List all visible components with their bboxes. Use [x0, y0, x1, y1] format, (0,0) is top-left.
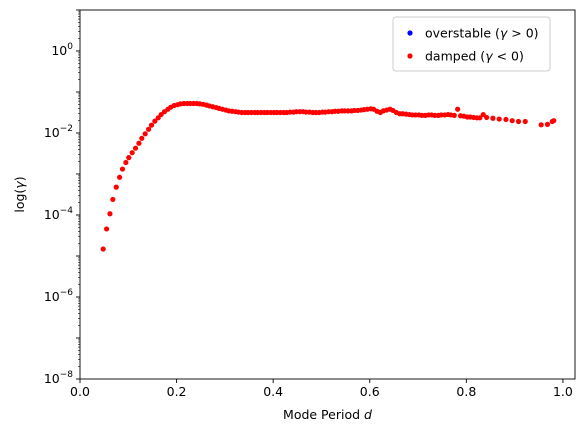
damped-point-126: [538, 122, 544, 128]
damped-point-122: [503, 116, 509, 123]
x-tick-label-3: 0.6: [360, 384, 380, 399]
legend-label-damped: damped (γ < 0): [425, 49, 524, 64]
damped-point-127: [544, 121, 551, 127]
damped-point-119: [484, 114, 490, 121]
damped-point-12: [139, 135, 145, 141]
damped-point-125: [522, 118, 528, 125]
data-marks: [100, 100, 557, 252]
y-axis: 10−8 10−6 10−4 10−2 100: [44, 9, 80, 386]
damped-point-15: [148, 122, 155, 128]
damped-point-7: [123, 159, 129, 166]
damped-point-11: [136, 140, 142, 146]
y-tick-label-3: 10−2: [44, 124, 73, 140]
x-axis: 0.0 0.2 0.4 0.6 0.8 1.0: [70, 379, 573, 399]
damped-point-0: [100, 246, 106, 252]
y-tick-label-1: 10−6: [44, 288, 73, 304]
plot-frame: [79, 9, 576, 380]
legend-label-overstable-text: overstable (: [425, 26, 500, 41]
legend-label-damped-cond: < 0): [493, 49, 524, 64]
damped-point-18: [158, 111, 164, 118]
legend-box: [392, 16, 551, 72]
legend-label-overstable: overstable (γ > 0): [425, 26, 539, 41]
legend-label-overstable-cond: > 0): [507, 26, 538, 41]
legend-label-overstable-symbol: γ: [500, 26, 508, 41]
y-axis-label-text: log(: [12, 189, 27, 213]
damped-point-5: [117, 174, 123, 180]
y-axis-label: log(γ): [12, 176, 27, 212]
legend-label-damped-text: damped (: [425, 49, 485, 64]
damped-point-14: [145, 126, 152, 132]
legend-label-damped-symbol: γ: [485, 49, 493, 64]
y-tick-label-0: 10−8: [44, 370, 73, 386]
damped-point-8: [126, 155, 132, 161]
y-axis-label-symbol: γ: [12, 181, 27, 189]
x-axis-label-text: Mode Period: [283, 407, 364, 422]
damped-point-4: [113, 184, 119, 190]
x-axis-label-symbol: d: [364, 407, 372, 422]
legend-marker-overstable: [407, 30, 413, 36]
x-tick-label-1: 0.2: [167, 384, 187, 399]
damped-point-120: [490, 115, 496, 121]
damped-point-123: [509, 118, 515, 124]
damped-point-121: [496, 116, 502, 122]
y-tick-label-4: 100: [51, 42, 73, 58]
damped-point-16: [152, 118, 158, 124]
damped-point-118: [480, 111, 486, 118]
y-tick-label-2: 10−4: [44, 206, 73, 222]
x-tick-label-0: 0.0: [70, 384, 90, 399]
damped-point-129: [551, 118, 557, 124]
x-tick-label-5: 1.0: [553, 384, 573, 399]
legend-marker-damped: [407, 53, 413, 59]
damped-point-3: [110, 196, 116, 203]
damped-point-9: [129, 150, 135, 156]
damped-point-1: [103, 226, 110, 232]
damped-point-109: [451, 112, 457, 118]
x-tick-label-2: 0.4: [263, 384, 283, 399]
damped-point-6: [119, 166, 126, 172]
damped-point-2: [107, 211, 113, 217]
legend: overstable (γ > 0) damped (γ < 0): [392, 16, 551, 72]
damped-point-10: [132, 145, 139, 151]
damped-point-13: [142, 131, 148, 137]
damped-point-124: [515, 118, 522, 125]
damped-point-117: [477, 115, 483, 121]
x-axis-label: Mode Period d: [283, 407, 372, 422]
damped-point-110: [455, 106, 461, 112]
y-axis-label-close: ): [12, 176, 27, 181]
x-tick-label-4: 0.8: [456, 384, 476, 399]
